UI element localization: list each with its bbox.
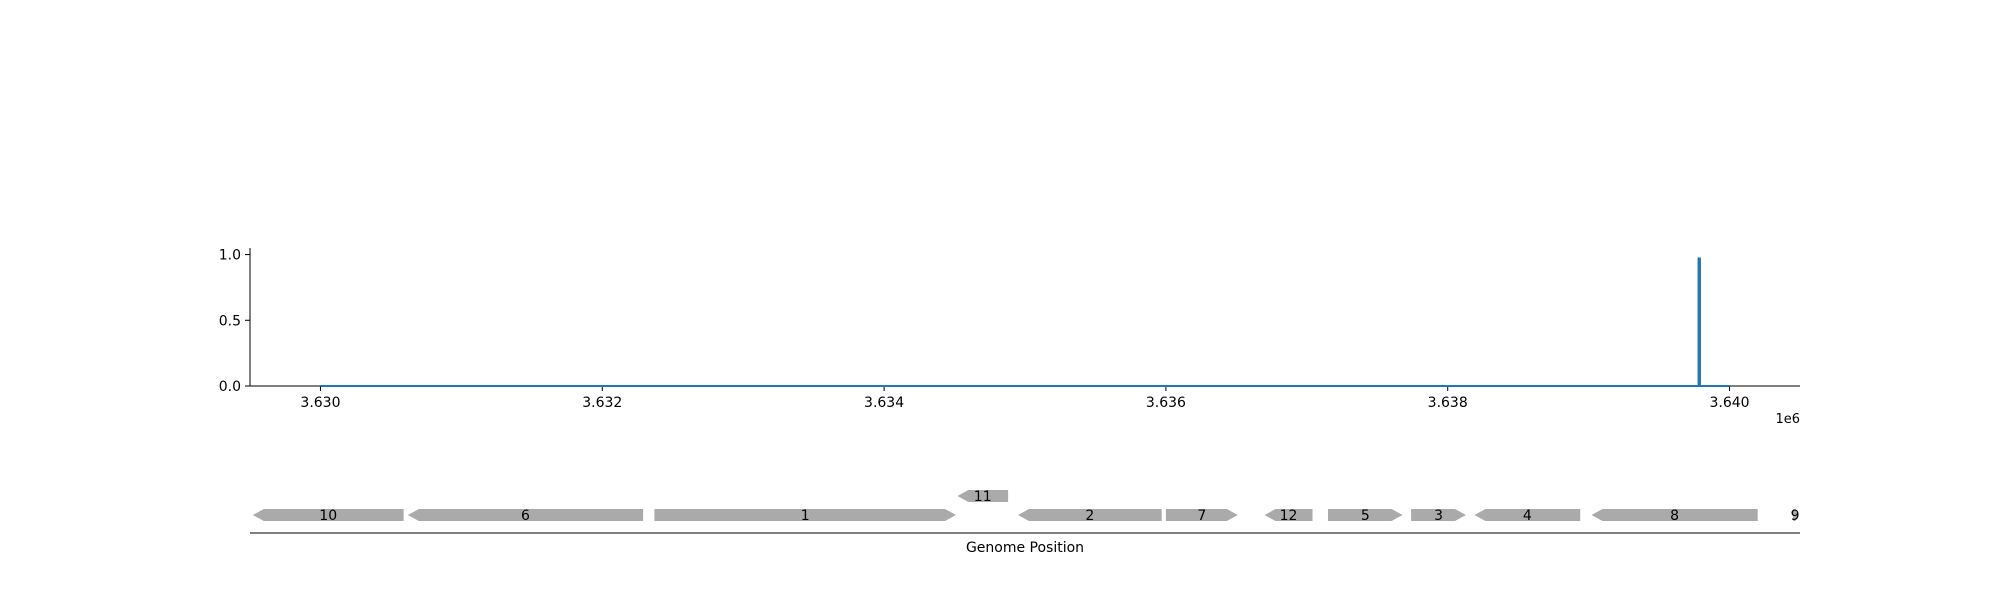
gene-label: 11 <box>974 489 992 505</box>
gene-label: 9 <box>1791 508 1800 524</box>
gene-label: 8 <box>1670 508 1679 524</box>
gene-arrow <box>407 509 644 521</box>
gene-label: 3 <box>1434 508 1443 524</box>
gene-label: 4 <box>1523 508 1532 524</box>
gene-label: 1 <box>801 508 810 524</box>
x-offset-label: 1e6 <box>1775 412 1800 427</box>
gene-arrow <box>654 509 956 521</box>
coverage-line <box>320 257 1730 387</box>
gene-arrow <box>1165 509 1238 521</box>
coverage-plot: 3.630 3.632 3.634 3.636 3.638 3.640 0.0 0.5 1.0 <box>219 248 1800 411</box>
gene-label: 6 <box>521 508 530 524</box>
x-tick-label: 3.634 <box>864 395 904 411</box>
gene-label: 5 <box>1361 508 1370 524</box>
gene-arrow <box>957 490 1009 502</box>
gene-track-xlabel: Genome Position <box>966 540 1084 556</box>
y-tick-label: 1.0 <box>219 248 241 264</box>
gene-arrow <box>252 509 404 521</box>
gene-arrow <box>1474 509 1581 521</box>
x-tick-label: 3.632 <box>582 395 622 411</box>
gene-arrow <box>1328 509 1403 521</box>
y-tick-label: 0.5 <box>219 313 241 329</box>
gene-arrow <box>1018 509 1162 521</box>
x-tick-label: 3.630 <box>300 395 340 411</box>
y-tick-label: 0.0 <box>219 379 241 395</box>
gene-arrow <box>1411 509 1466 521</box>
gene-label: 12 <box>1280 508 1298 524</box>
x-tick-label: 3.638 <box>1428 395 1468 411</box>
gene-arrow <box>1591 509 1758 521</box>
gene-label: 2 <box>1085 508 1094 524</box>
gene-label: 7 <box>1197 508 1206 524</box>
gene-arrow <box>1264 509 1313 521</box>
x-tick-label: 3.636 <box>1146 395 1186 411</box>
gene-label: 10 <box>319 508 337 524</box>
x-tick-label: 3.640 <box>1709 395 1749 411</box>
gene-arrow <box>1793 509 1798 521</box>
